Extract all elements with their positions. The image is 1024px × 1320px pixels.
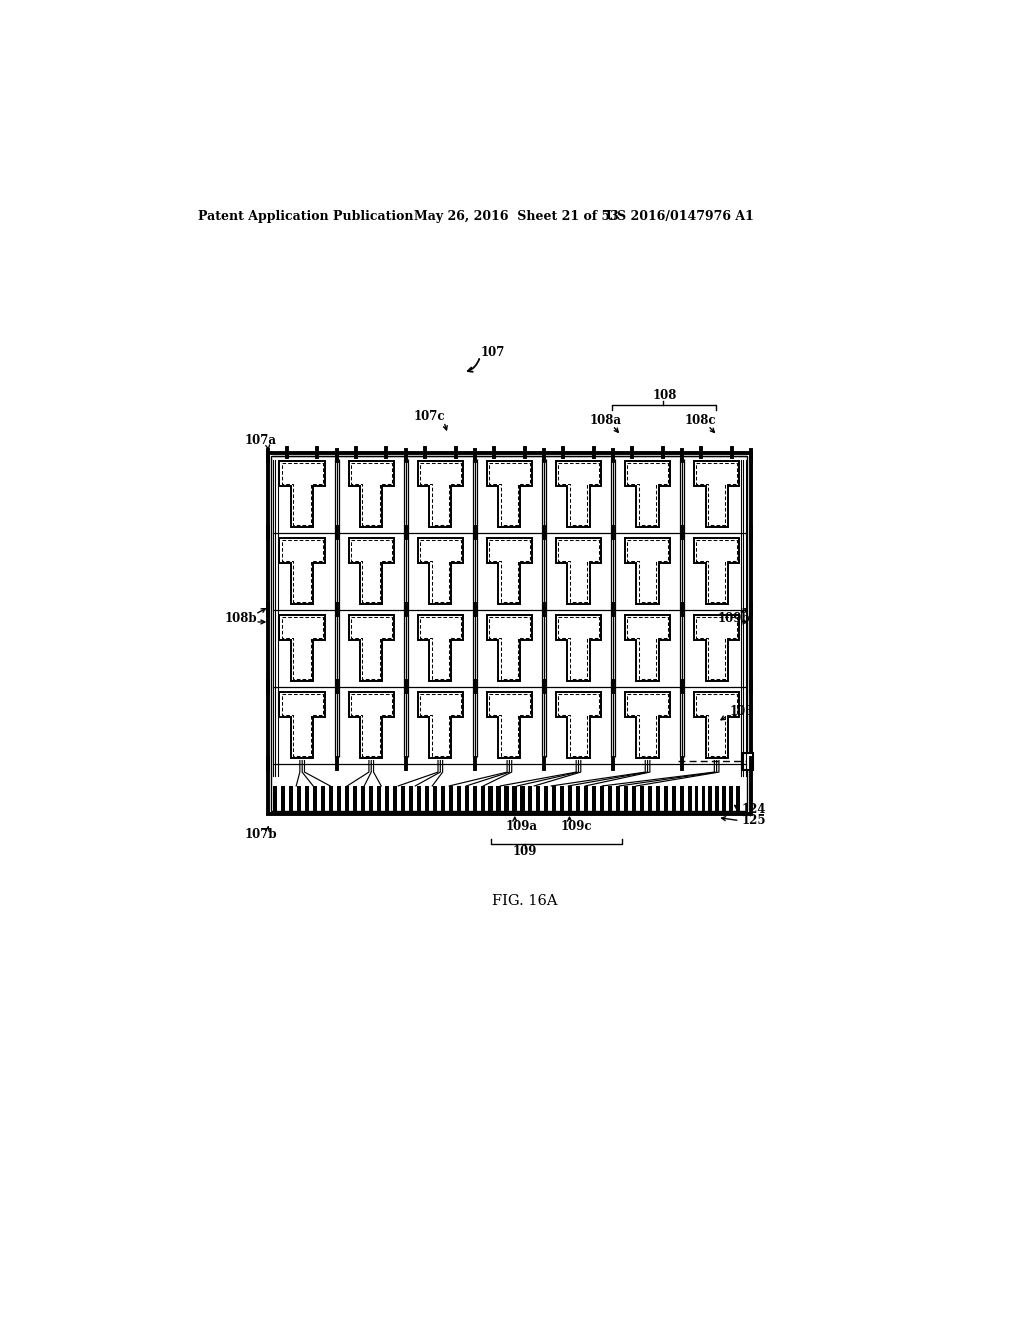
Bar — [345, 785, 349, 810]
Bar — [313, 785, 317, 810]
Text: 124: 124 — [741, 803, 766, 816]
Bar — [600, 785, 604, 810]
Text: FIG. 16A: FIG. 16A — [493, 895, 557, 908]
Bar — [688, 785, 691, 810]
Bar — [616, 785, 621, 810]
Bar — [545, 785, 549, 810]
Bar — [656, 785, 660, 810]
FancyArrowPatch shape — [468, 359, 479, 372]
Bar — [377, 785, 381, 810]
Bar — [271, 457, 748, 810]
Bar — [512, 785, 516, 810]
Bar — [560, 785, 564, 810]
Bar — [729, 785, 733, 810]
Bar — [716, 785, 719, 810]
Bar — [584, 785, 589, 810]
Text: 108b: 108b — [224, 612, 257, 626]
Bar — [417, 785, 421, 810]
Bar — [624, 785, 628, 810]
Bar — [577, 785, 581, 810]
Text: 108a: 108a — [590, 413, 622, 426]
Bar — [664, 785, 668, 810]
Bar — [480, 785, 484, 810]
Bar — [709, 785, 713, 810]
Text: 103: 103 — [730, 705, 754, 718]
Text: May 26, 2016  Sheet 21 of 53: May 26, 2016 Sheet 21 of 53 — [414, 210, 618, 223]
Bar — [722, 785, 726, 810]
Bar — [369, 785, 373, 810]
Text: 107: 107 — [481, 346, 505, 359]
Bar — [353, 785, 357, 810]
Text: 107b: 107b — [245, 828, 278, 841]
Bar — [449, 785, 453, 810]
Text: Patent Application Publication: Patent Application Publication — [199, 210, 414, 223]
Bar — [267, 453, 752, 814]
Bar — [457, 785, 461, 810]
Bar — [465, 785, 469, 810]
Bar — [592, 785, 596, 810]
Bar — [528, 785, 532, 810]
Bar — [694, 785, 698, 810]
Bar — [305, 785, 309, 810]
Bar — [505, 785, 509, 810]
Text: 125: 125 — [741, 814, 766, 828]
Text: 107a: 107a — [245, 434, 276, 447]
Bar — [393, 785, 397, 810]
Bar — [400, 785, 404, 810]
Bar — [672, 785, 676, 810]
Bar — [282, 785, 286, 810]
Bar — [680, 785, 684, 810]
Bar — [742, 752, 753, 770]
Bar — [632, 785, 636, 810]
Text: 109a: 109a — [506, 820, 538, 833]
Bar — [433, 785, 437, 810]
Bar — [488, 785, 493, 810]
Bar — [289, 785, 293, 810]
Bar — [552, 785, 556, 810]
Text: 107c: 107c — [414, 409, 445, 422]
Text: 108c: 108c — [685, 413, 717, 426]
Bar — [640, 785, 644, 810]
Text: US 2016/0147976 A1: US 2016/0147976 A1 — [606, 210, 755, 223]
Bar — [497, 785, 501, 810]
Text: 109c: 109c — [560, 820, 592, 833]
Bar — [648, 785, 652, 810]
Text: 109: 109 — [513, 845, 537, 858]
Bar — [297, 785, 301, 810]
Bar — [440, 785, 444, 810]
Bar — [409, 785, 413, 810]
Bar — [360, 785, 366, 810]
Text: 109b: 109b — [717, 612, 750, 626]
Bar — [337, 785, 341, 810]
Bar — [701, 785, 706, 810]
Bar — [520, 785, 524, 810]
Bar — [385, 785, 389, 810]
Bar — [322, 785, 326, 810]
Bar — [568, 785, 572, 810]
Bar — [736, 785, 740, 810]
Bar — [329, 785, 333, 810]
Text: 108: 108 — [652, 389, 677, 403]
Bar — [537, 785, 541, 810]
Bar — [472, 785, 477, 810]
Bar — [273, 785, 278, 810]
Bar — [425, 785, 429, 810]
Bar — [608, 785, 612, 810]
